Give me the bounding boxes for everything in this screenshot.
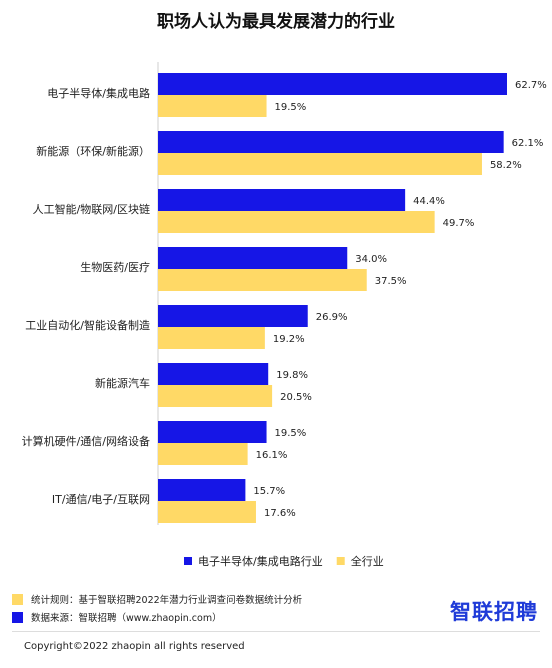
- bar-all: [158, 153, 482, 175]
- bar-industry: [158, 421, 267, 443]
- bar-all: [158, 269, 367, 291]
- category-label: 新能源汽车: [95, 376, 150, 390]
- brand-logo: 智联招聘: [450, 600, 538, 624]
- note-rule-swatch: [12, 593, 23, 605]
- legend-label: 全行业: [351, 554, 384, 568]
- data-label: 19.8%: [276, 370, 308, 381]
- data-label: 19.5%: [275, 102, 307, 113]
- data-label: 49.7%: [443, 218, 475, 229]
- note-rule-text: 统计规则：基于智联招聘2022年潜力行业调查问卷数据统计分析: [31, 595, 303, 606]
- legend-swatch: [184, 557, 192, 565]
- data-label: 62.1%: [512, 138, 544, 149]
- footer-divider: [12, 631, 540, 632]
- legend-swatch: [336, 557, 345, 565]
- data-label: 58.2%: [490, 160, 522, 171]
- data-label: 26.9%: [316, 312, 348, 323]
- note-source-text: 数据来源：智联招聘（www.zhaopin.com）: [31, 613, 222, 624]
- copyright-text: Copyright©2022 zhaopin all rights reserv…: [24, 641, 245, 652]
- category-label: 生物医药/医疗: [80, 260, 150, 274]
- plot-area: 电子半导体/集成电路 62.7% 19.5% 新能源（环保/新能源） 62.1% 58.2…: [22, 62, 547, 525]
- bar-industry: [158, 131, 504, 153]
- chart-title: 职场人认为最具发展潜力的行业: [157, 11, 395, 32]
- legend-label: 电子半导体/集成电路行业: [198, 554, 323, 568]
- bar-all: [158, 385, 273, 407]
- bar-all: [158, 501, 256, 523]
- data-label: 19.2%: [273, 334, 305, 345]
- data-label: 15.7%: [253, 486, 285, 497]
- note-rule: 统计规则：基于智联招聘2022年潜力行业调查问卷数据统计分析: [12, 592, 540, 606]
- category-label: 工业自动化/智能设备制造: [25, 318, 150, 332]
- bar-industry: [158, 73, 507, 95]
- data-label: 37.5%: [375, 276, 407, 287]
- bar-industry: [158, 479, 246, 501]
- category-label: IT/通信/电子/互联网: [52, 493, 150, 506]
- footer-notes: 统计规则：基于智联招聘2022年潜力行业调查问卷数据统计分析 数据来源：智联招聘…: [12, 592, 540, 624]
- category-label: 新能源（环保/新能源）: [36, 144, 150, 158]
- data-label: 44.4%: [413, 196, 445, 207]
- note-source-swatch: [12, 611, 23, 623]
- chart: 职场人认为最具发展潜力的行业 电子半导体/集成电路 62.7% 19.5% 新能源（环…: [22, 11, 547, 568]
- bar-all: [158, 327, 265, 349]
- bar-all: [158, 211, 435, 233]
- note-source: 数据来源：智联招聘（www.zhaopin.com）: [12, 610, 540, 624]
- data-label: 16.1%: [256, 450, 288, 461]
- bar-industry: [158, 305, 308, 327]
- data-label: 62.7%: [515, 80, 547, 91]
- bar-all: [158, 95, 267, 117]
- data-label: 34.0%: [355, 254, 387, 265]
- category-label: 电子半导体/集成电路: [47, 86, 150, 100]
- bar-all: [158, 443, 248, 465]
- legend: 电子半导体/集成电路行业 全行业: [184, 554, 384, 568]
- data-label: 19.5%: [275, 428, 307, 439]
- category-label: 计算机硬件/通信/网络设备: [22, 434, 150, 448]
- bar-industry: [158, 247, 348, 269]
- data-label: 17.6%: [264, 508, 296, 519]
- category-label: 人工智能/物联网/区块链: [33, 202, 150, 216]
- bar-industry: [158, 363, 269, 385]
- bar-industry: [158, 189, 406, 211]
- data-label: 20.5%: [280, 392, 312, 403]
